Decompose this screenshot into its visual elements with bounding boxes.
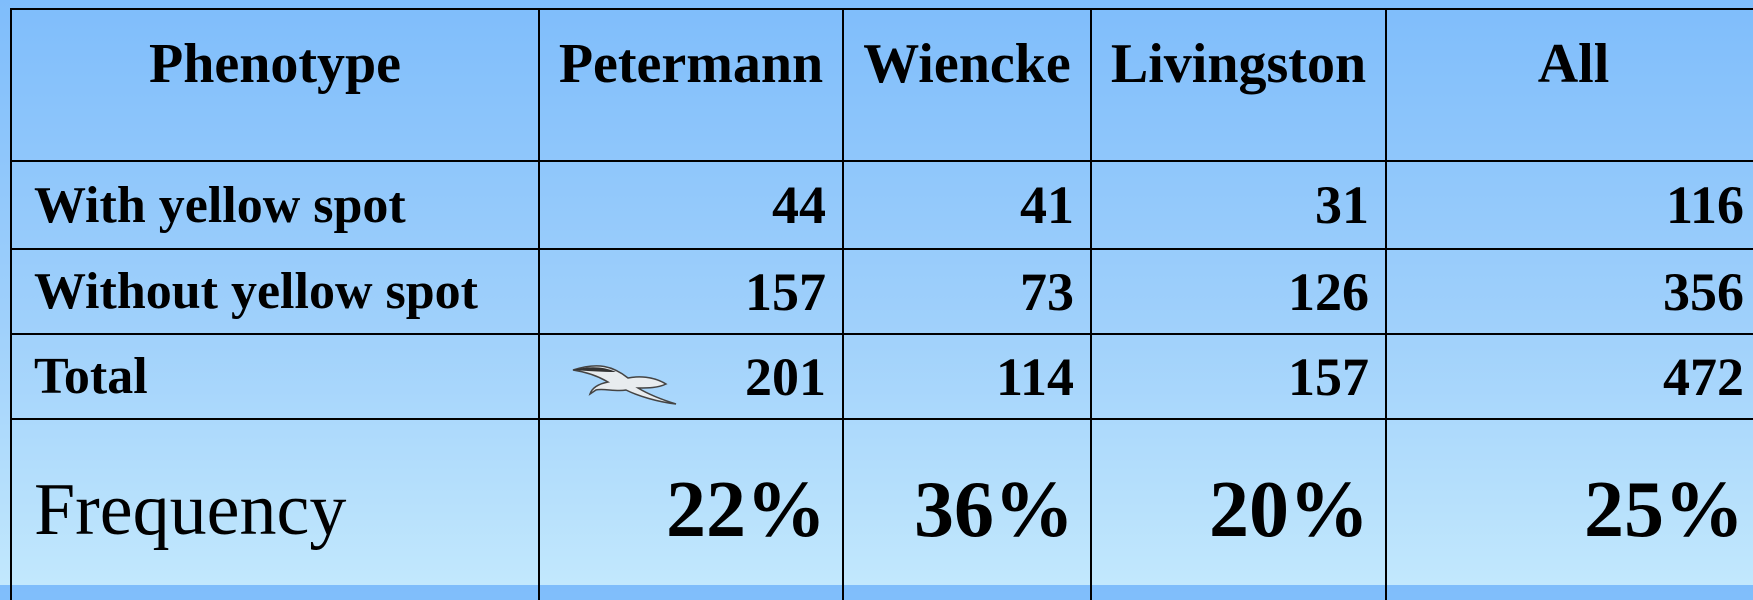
table-cell: 126 (1090, 248, 1385, 333)
table-cell: 114 (842, 333, 1090, 418)
table-cell: 116 (1385, 160, 1753, 248)
header-cell: Wiencke (842, 8, 1090, 160)
bird-icon (568, 358, 678, 408)
table-cell: 73 (842, 248, 1090, 333)
table-cell: 157 (538, 248, 842, 333)
header-cell: Phenotype (10, 8, 538, 160)
table-cell: 31 (1090, 160, 1385, 248)
table-cell: 25% (1385, 418, 1753, 600)
row-label: With yellow spot (10, 160, 538, 248)
table-cell: 41 (842, 160, 1090, 248)
row-label: Total (10, 333, 538, 418)
header-cell: Livingston (1090, 8, 1385, 160)
header-cell: All (1385, 8, 1753, 160)
table-cell: 356 (1385, 248, 1753, 333)
row-label: Without yellow spot (10, 248, 538, 333)
page: PhenotypePetermannWienckeLivingstonAll Wi… (0, 0, 1753, 585)
table-cell: 157 (1090, 333, 1385, 418)
table-cell: 36% (842, 418, 1090, 600)
header-cell: Petermann (538, 8, 842, 160)
table-cell: 472 (1385, 333, 1753, 418)
table-cell: 44 (538, 160, 842, 248)
row-label: Frequency (10, 418, 538, 600)
table-cell: 22% (538, 418, 842, 600)
table-cell: 20% (1090, 418, 1385, 600)
